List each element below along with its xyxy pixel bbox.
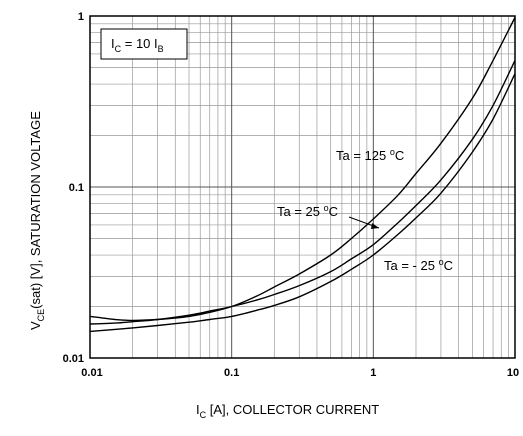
x-tick-label: 1 xyxy=(370,367,376,379)
series-line-2 xyxy=(89,73,516,333)
y-tick-label: 0.01 xyxy=(63,353,84,365)
y-axis-label: VCE(sat) [V], SATURATION VOLTAGE xyxy=(28,111,46,330)
plot-frame xyxy=(89,15,516,359)
y-tick-labels: 0.01 0.1 1 xyxy=(63,11,84,365)
x-tick-label: 0.01 xyxy=(81,367,102,379)
x-tick-label: 0.1 xyxy=(224,367,239,379)
y-tick-label: 0.1 xyxy=(69,182,84,194)
major-gridlines xyxy=(90,16,515,358)
condition-text: IC = 10 IB xyxy=(111,36,164,54)
y-tick-label: 1 xyxy=(78,11,84,23)
series-label-125: Ta = 125 oC xyxy=(336,147,404,163)
x-tick-labels: 0.01 0.1 1 10 xyxy=(81,367,519,379)
x-tick-label: 10 xyxy=(507,367,519,379)
series-line-0 xyxy=(89,17,516,322)
condition-main: I xyxy=(111,36,115,51)
x-axis-label: IC [A], COLLECTOR CURRENT xyxy=(196,402,379,420)
series-curves xyxy=(89,17,516,333)
series-label-25: Ta = 25 oC xyxy=(277,203,338,219)
series-label-25-arrowhead xyxy=(371,223,379,229)
condition-sub2: B xyxy=(158,44,164,54)
series-label-minus25: Ta = - 25 oC xyxy=(384,257,453,273)
series-line-1 xyxy=(89,60,516,325)
condition-sub: C xyxy=(115,44,122,54)
condition-mid: = 10 I xyxy=(121,36,158,51)
condition-box: IC = 10 IB xyxy=(100,28,188,60)
